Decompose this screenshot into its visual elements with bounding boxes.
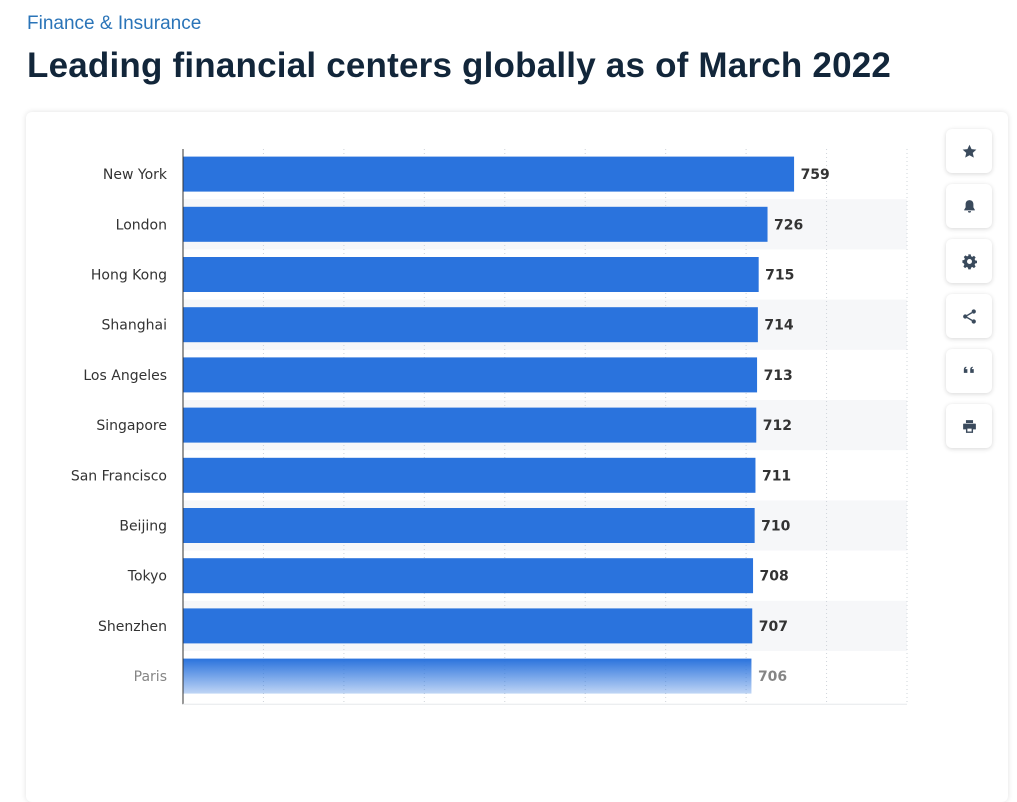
bar bbox=[183, 457, 756, 493]
print-button[interactable] bbox=[946, 404, 992, 448]
category-label: Tokyo bbox=[127, 569, 167, 585]
bar bbox=[183, 658, 752, 694]
category-label: Singapore bbox=[96, 418, 167, 434]
quote-icon bbox=[963, 366, 974, 373]
notification-button[interactable] bbox=[946, 184, 992, 228]
value-label: 706 bbox=[758, 669, 787, 685]
category-label: London bbox=[116, 217, 167, 233]
category-link[interactable]: Finance & Insurance bbox=[27, 13, 202, 34]
bar bbox=[183, 608, 753, 644]
value-label: 715 bbox=[765, 268, 794, 284]
bar bbox=[183, 257, 759, 292]
bar bbox=[183, 206, 768, 242]
value-label: 726 bbox=[774, 217, 803, 233]
printer-icon bbox=[962, 419, 976, 433]
share-icon bbox=[962, 308, 976, 324]
category-label: Hong Kong bbox=[91, 268, 167, 284]
bar bbox=[183, 558, 754, 594]
category-label: Beijing bbox=[119, 519, 167, 535]
bar bbox=[183, 357, 758, 393]
star-icon bbox=[962, 144, 976, 158]
bar bbox=[183, 407, 757, 443]
gear-icon bbox=[961, 253, 977, 269]
value-label: 714 bbox=[764, 318, 793, 334]
category-label: Shanghai bbox=[102, 318, 167, 334]
bar bbox=[183, 156, 795, 192]
toolbar bbox=[946, 129, 992, 459]
favorite-button[interactable] bbox=[946, 129, 992, 173]
value-label: 712 bbox=[763, 418, 792, 434]
cite-button[interactable] bbox=[946, 349, 992, 393]
category-label: Paris bbox=[134, 669, 167, 685]
bar bbox=[183, 508, 755, 543]
category-label: San Francisco bbox=[71, 468, 167, 484]
value-label: 759 bbox=[801, 167, 830, 183]
share-button[interactable] bbox=[946, 294, 992, 338]
page-title: Leading financial centers globally as of… bbox=[27, 46, 892, 85]
settings-button[interactable] bbox=[946, 239, 992, 283]
bar-chart: New York 759 London 726 Hong Kong 715 Shanghai… bbox=[71, 149, 908, 705]
category-label: Shenzhen bbox=[98, 619, 167, 635]
category-label: Los Angeles bbox=[83, 368, 167, 384]
category-label: New York bbox=[103, 167, 168, 183]
bar bbox=[183, 307, 758, 343]
value-label: 711 bbox=[762, 468, 791, 484]
value-label: 713 bbox=[764, 368, 793, 384]
value-label: 710 bbox=[761, 519, 790, 535]
bell-icon bbox=[963, 199, 975, 213]
value-label: 707 bbox=[759, 619, 788, 635]
value-label: 708 bbox=[760, 569, 789, 585]
chart-card: New York 759 London 726 Hong Kong 715 Shanghai… bbox=[26, 112, 1008, 802]
